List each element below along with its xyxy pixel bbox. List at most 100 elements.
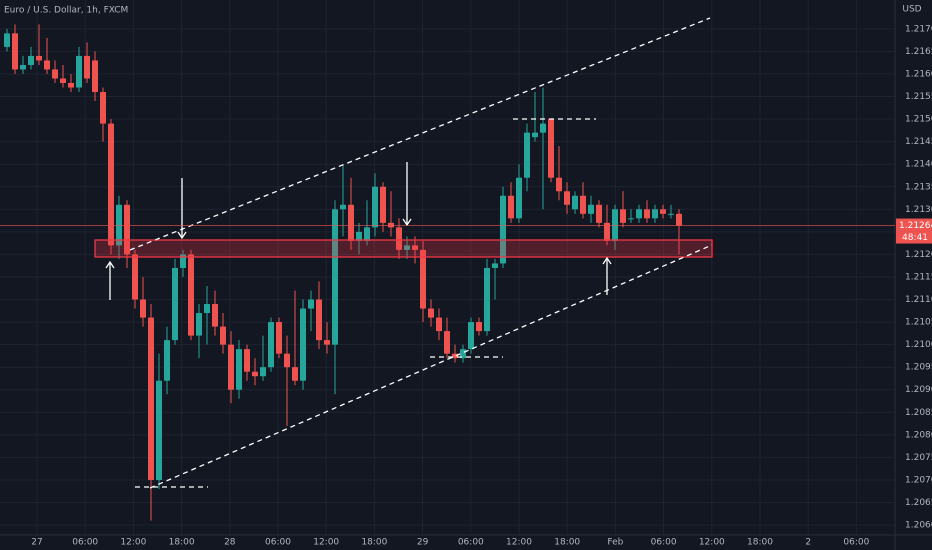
candle-body <box>604 222 610 241</box>
y-tick-label: 1.21200 <box>905 250 932 260</box>
candle-body <box>476 322 482 332</box>
x-tick-label: 2 <box>805 538 811 548</box>
x-tick-label: 18:00 <box>554 538 580 548</box>
y-tick-label: 1.20800 <box>905 430 932 440</box>
y-tick-label: 1.21500 <box>905 115 932 125</box>
x-tick-label: 06:00 <box>458 538 484 548</box>
candle-body <box>532 132 538 138</box>
candle-body <box>260 367 266 377</box>
candle-body <box>84 55 90 79</box>
countdown: 48:41 <box>902 233 928 243</box>
candle-body <box>492 263 498 268</box>
candle-body <box>468 322 474 350</box>
candle-body <box>20 64 26 70</box>
candle-body <box>284 353 290 368</box>
x-tick-label: 12:00 <box>120 538 146 548</box>
candle-body <box>148 317 154 480</box>
y-tick-label: 1.20650 <box>905 498 932 508</box>
candle-body <box>676 213 682 226</box>
candle-body <box>268 322 274 368</box>
candle-body <box>164 340 170 381</box>
channel-lower <box>149 244 713 489</box>
x-tick-label: 12:00 <box>699 538 725 548</box>
candle-body <box>660 209 666 214</box>
candle-body <box>116 204 122 246</box>
candle-body <box>348 204 354 241</box>
candle-body <box>644 209 650 219</box>
candle-body <box>420 249 426 309</box>
candle-body <box>332 209 338 345</box>
countdown-box <box>896 231 932 244</box>
candle-body <box>340 204 346 210</box>
y-tick-label: 1.21150 <box>905 272 932 282</box>
y-tick-label: 1.20900 <box>905 385 932 395</box>
x-tick-label: 06:00 <box>651 538 677 548</box>
candle-body <box>436 317 442 332</box>
y-tick-label: 1.21000 <box>905 340 932 350</box>
candle-body <box>540 123 546 133</box>
y-tick-label: 1.20600 <box>905 521 932 531</box>
arrow-up <box>105 260 115 300</box>
x-tick-label: 28 <box>224 538 236 548</box>
candle-body <box>564 191 570 205</box>
x-tick-label: 18:00 <box>747 538 773 548</box>
candle-body <box>628 218 634 220</box>
candle-body <box>412 245 418 250</box>
candle-body <box>228 344 234 390</box>
candle-body <box>308 299 314 309</box>
y-tick-label: 1.21300 <box>905 205 932 215</box>
candle-body <box>620 209 626 223</box>
candle-body <box>12 33 18 70</box>
x-tick-label: 18:00 <box>169 538 195 548</box>
y-tick-label: 1.21400 <box>905 160 932 170</box>
candle-body <box>444 331 450 354</box>
candle-body <box>500 195 506 264</box>
candle-body <box>108 123 114 246</box>
candle-body <box>612 209 618 241</box>
axes: 1.20600 1.20650 1.20700 1.20750 1.20800 1.208… <box>0 24 932 548</box>
candle-body <box>236 349 242 390</box>
candle-body <box>524 132 530 178</box>
candle-body <box>668 213 674 215</box>
candle-body <box>316 299 322 341</box>
candle-body <box>188 254 194 336</box>
candle-body <box>484 267 490 332</box>
candle-body <box>196 313 202 336</box>
candle-body <box>4 33 10 47</box>
candle-body <box>636 209 642 219</box>
candle-body <box>60 78 66 84</box>
candle-body <box>652 209 658 219</box>
candle-body <box>172 267 178 341</box>
candle-body <box>548 119 554 178</box>
candle-body <box>76 55 82 88</box>
candle-body <box>516 177 522 219</box>
candle-body <box>428 308 434 318</box>
y-tick-label: 1.21700 <box>905 24 932 34</box>
last-price-box <box>896 218 932 232</box>
candle-body <box>156 380 162 480</box>
candle-body <box>588 204 594 214</box>
candle-body <box>404 245 410 250</box>
candle-body <box>244 349 250 372</box>
candle-body <box>324 340 330 345</box>
x-tick-label: 06:00 <box>843 538 869 548</box>
candle-body <box>292 367 298 381</box>
x-tick-label: 27 <box>31 538 42 548</box>
candle-body <box>220 326 226 345</box>
candle-body <box>124 204 130 255</box>
candle-body <box>252 371 258 377</box>
y-tick-label: 1.21100 <box>905 295 932 305</box>
y-tick-label: 1.20700 <box>905 475 932 485</box>
candle-body <box>460 349 466 359</box>
candle-body <box>28 55 34 65</box>
y-tick-label: 1.20950 <box>905 363 932 373</box>
candle-body <box>92 60 98 93</box>
candle-body <box>380 186 386 223</box>
candle-body <box>572 195 578 210</box>
x-tick-label: Feb <box>607 538 623 548</box>
arrow-up <box>602 256 612 295</box>
x-tick-label: 12:00 <box>506 538 532 548</box>
candle-body <box>364 227 370 241</box>
candle-body <box>204 304 210 314</box>
